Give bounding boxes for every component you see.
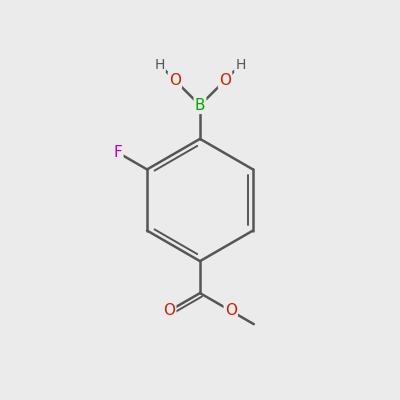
Text: O: O xyxy=(219,73,231,88)
Text: O: O xyxy=(169,73,181,88)
Text: B: B xyxy=(195,98,205,113)
Text: F: F xyxy=(114,145,122,160)
Text: O: O xyxy=(163,303,175,318)
Text: H: H xyxy=(154,58,165,72)
Text: H: H xyxy=(235,58,246,72)
Text: O: O xyxy=(225,303,237,318)
